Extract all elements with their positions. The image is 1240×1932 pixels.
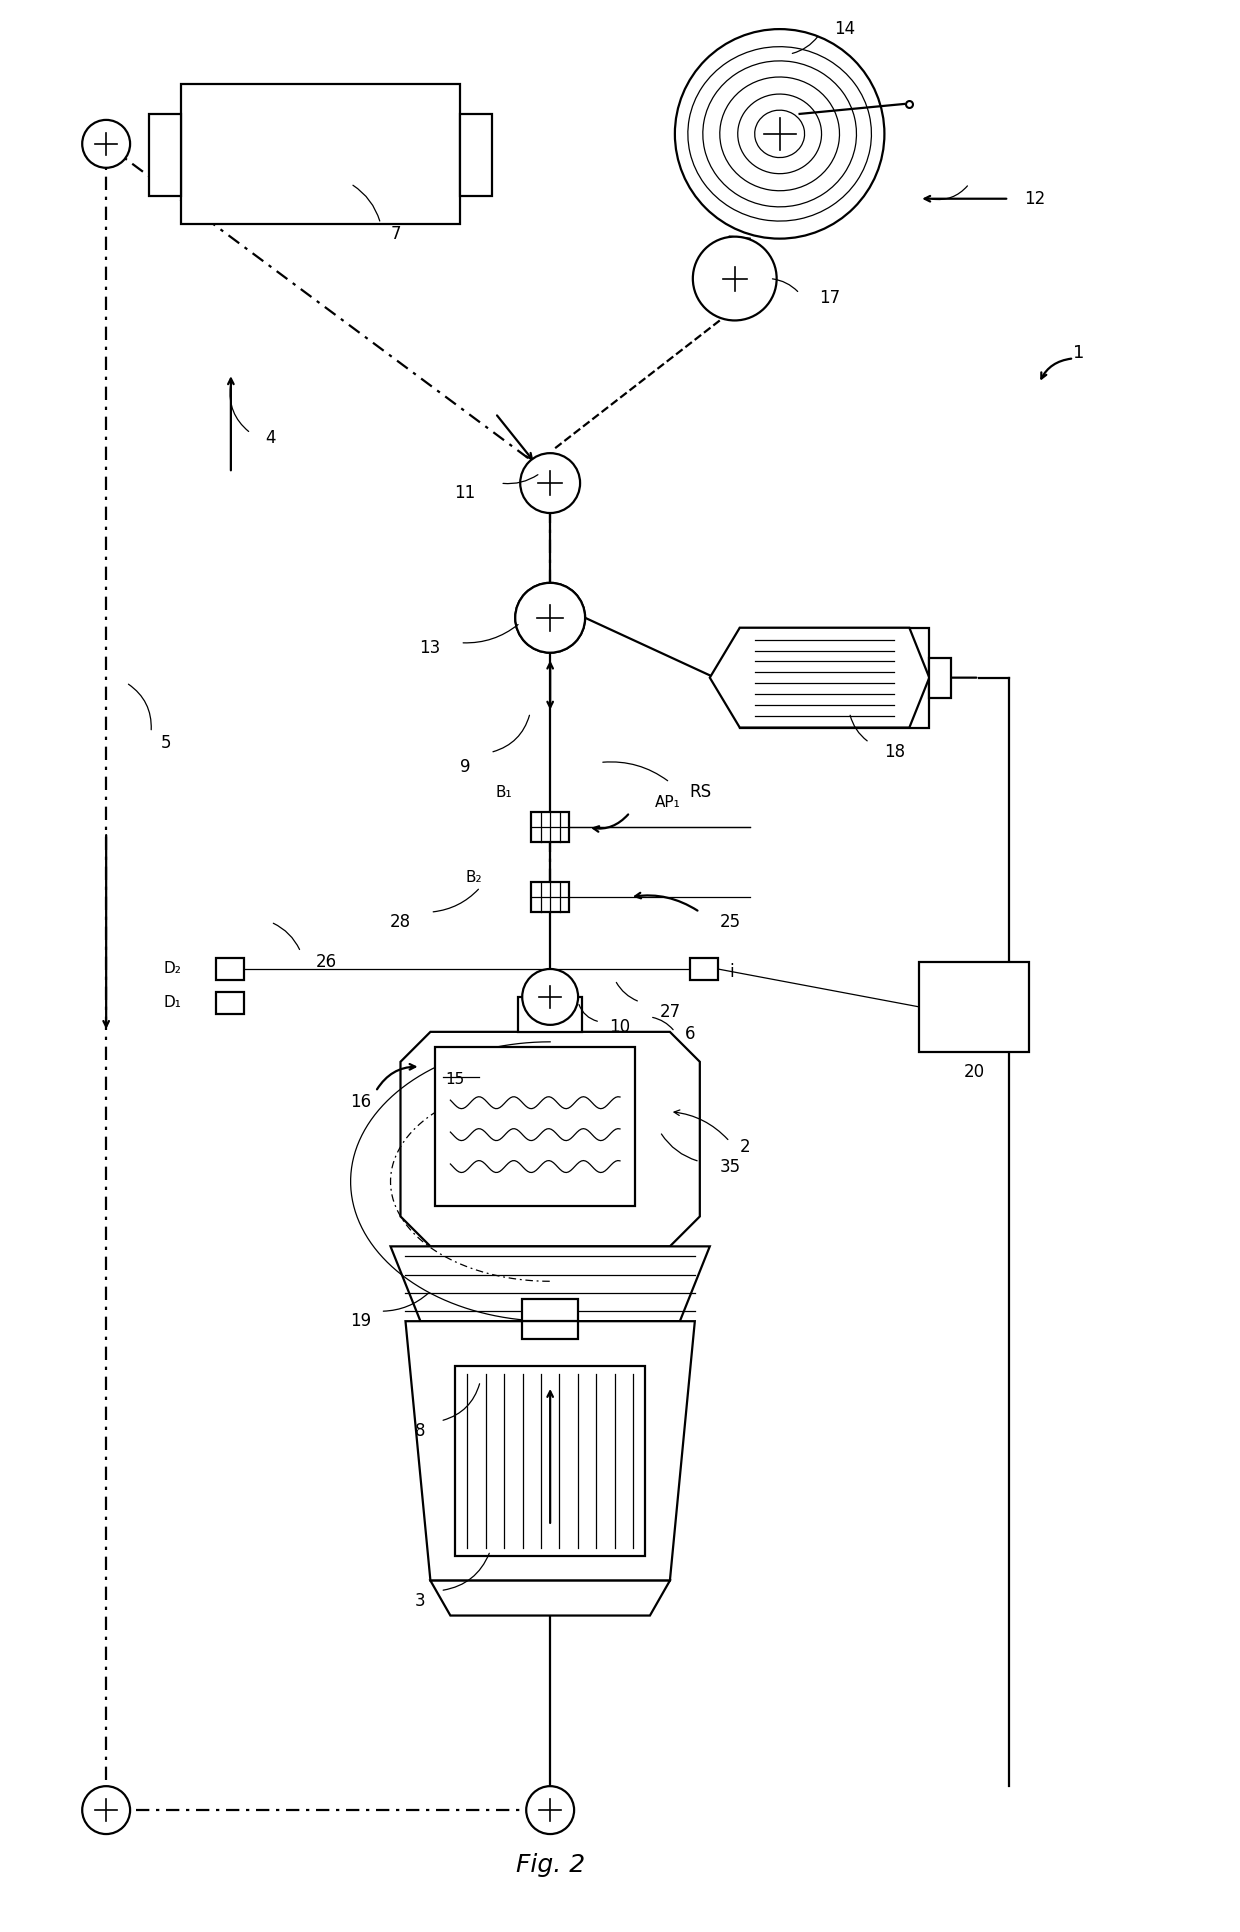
Bar	[919, 962, 1029, 1051]
Text: 8: 8	[415, 1422, 425, 1439]
Text: 2: 2	[739, 1138, 750, 1155]
Bar	[518, 997, 582, 1032]
Bar	[522, 1321, 578, 1339]
Text: 14: 14	[835, 19, 856, 39]
Circle shape	[516, 583, 585, 653]
Text: 35: 35	[719, 1157, 742, 1175]
Text: 15: 15	[445, 1072, 465, 1088]
Text: 10: 10	[609, 1018, 631, 1036]
Polygon shape	[401, 1032, 699, 1246]
Text: 9: 9	[460, 759, 471, 777]
Bar	[181, 83, 460, 224]
Circle shape	[82, 120, 130, 168]
Circle shape	[82, 1787, 130, 1833]
Text: 20: 20	[963, 1063, 985, 1080]
Bar	[531, 883, 569, 912]
Text: 16: 16	[350, 1094, 371, 1111]
Bar	[689, 958, 718, 980]
Polygon shape	[709, 628, 929, 728]
Text: 17: 17	[820, 290, 841, 307]
Bar	[460, 114, 492, 195]
Text: 5: 5	[161, 734, 171, 752]
Bar	[149, 114, 181, 195]
Text: 27: 27	[660, 1003, 681, 1020]
Bar	[929, 657, 951, 697]
Text: 25: 25	[719, 914, 742, 931]
Circle shape	[521, 454, 580, 514]
Text: B₁: B₁	[495, 784, 512, 800]
Bar	[531, 811, 569, 842]
Text: 13: 13	[419, 639, 440, 657]
Text: 7: 7	[391, 224, 401, 243]
Circle shape	[526, 1787, 574, 1833]
Bar	[435, 1047, 635, 1206]
Text: 12: 12	[1024, 189, 1045, 209]
Text: D₂: D₂	[164, 962, 181, 976]
Text: 3: 3	[415, 1592, 425, 1609]
Text: 28: 28	[389, 914, 410, 931]
Text: D₁: D₁	[164, 995, 181, 1010]
Text: 18: 18	[884, 744, 905, 761]
Text: 4: 4	[265, 429, 277, 446]
Polygon shape	[430, 1580, 670, 1615]
Text: i: i	[730, 962, 734, 981]
Text: 1: 1	[1074, 344, 1085, 363]
Bar	[216, 991, 244, 1014]
Text: 26: 26	[316, 952, 337, 972]
Bar	[216, 958, 244, 980]
Circle shape	[516, 583, 585, 653]
Text: 11: 11	[454, 485, 475, 502]
Text: 19: 19	[350, 1312, 371, 1331]
Text: RS: RS	[689, 782, 712, 802]
Circle shape	[693, 236, 776, 321]
Text: B₂: B₂	[465, 869, 482, 885]
Bar	[522, 1298, 578, 1321]
Text: Fig. 2: Fig. 2	[516, 1853, 585, 1878]
Text: AP₁: AP₁	[655, 794, 681, 810]
Polygon shape	[405, 1321, 694, 1580]
Bar	[740, 628, 929, 728]
Polygon shape	[391, 1246, 709, 1321]
Circle shape	[522, 970, 578, 1024]
Circle shape	[675, 29, 884, 240]
Bar	[455, 1366, 645, 1555]
Text: 6: 6	[684, 1024, 696, 1043]
